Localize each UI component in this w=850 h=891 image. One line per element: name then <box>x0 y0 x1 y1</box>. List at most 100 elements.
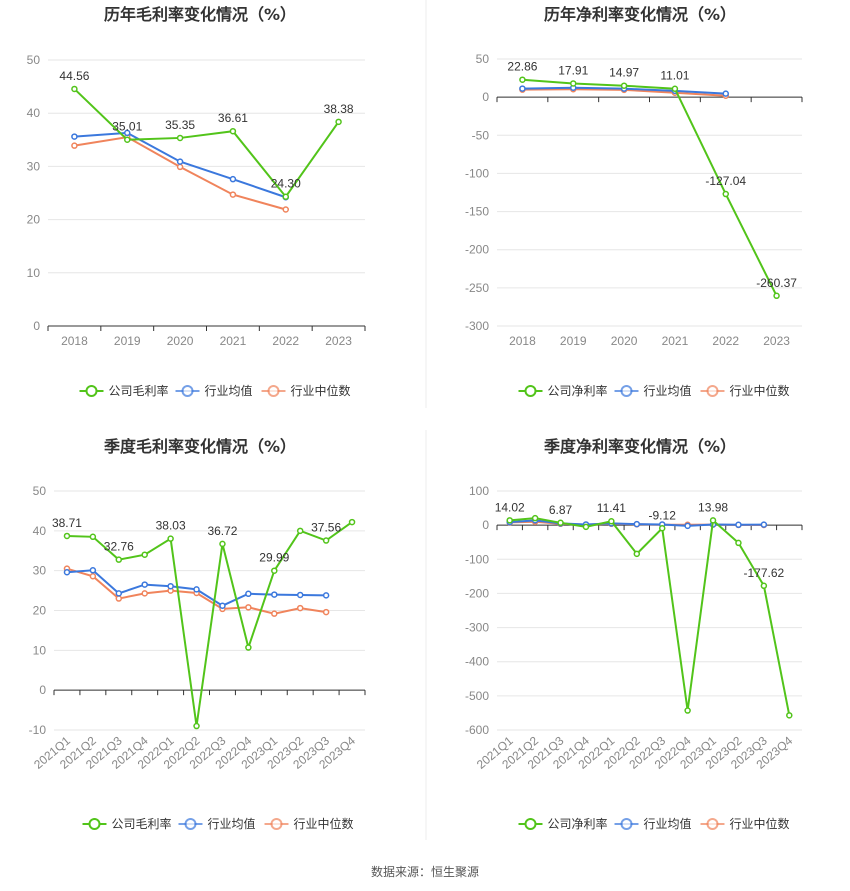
x-tick-label: 2021 <box>662 334 689 348</box>
legend-item-industry_median[interactable]: 行业中位数 <box>700 816 790 831</box>
chart-title: 历年毛利率变化情况（%） <box>104 5 296 24</box>
data-point-industry_avg <box>296 591 304 599</box>
chart-annual-net: 历年净利率变化情况（%） -300 -250 -200 -150 -100 -50 0 50 20… <box>465 5 803 398</box>
chart-title: 历年净利率变化情况（%） <box>544 5 736 24</box>
data-label: 32.76 <box>104 540 134 554</box>
y-tick-label: 40 <box>33 524 47 538</box>
data-point-company <box>193 722 200 730</box>
data-point-company <box>335 118 342 126</box>
data-point-company <box>773 292 780 300</box>
legend-marker <box>524 385 537 397</box>
legend-item-industry_avg[interactable]: 行业均值 <box>614 383 692 398</box>
data-label: 14.97 <box>609 66 639 80</box>
legend-item-industry_median[interactable]: 行业中位数 <box>700 383 790 398</box>
legend-item-industry_median[interactable]: 行业中位数 <box>261 383 351 398</box>
y-tick-label: 0 <box>33 319 40 333</box>
legend-marker <box>706 385 719 397</box>
y-tick-label: -200 <box>465 586 489 600</box>
data-label: -177.62 <box>744 566 785 580</box>
data-point-company <box>760 582 768 590</box>
data-label: 17.91 <box>558 63 588 77</box>
legend-item-company[interactable]: 公司净利率 <box>518 383 608 398</box>
x-tick-label: 2018 <box>61 334 88 348</box>
x-tick-label: 2023 <box>763 334 790 348</box>
legend-label: 公司净利率 <box>548 816 608 831</box>
data-point-company <box>557 519 564 527</box>
data-point-industry_median <box>282 206 289 213</box>
data-point-company <box>671 85 679 92</box>
legend-item-industry_avg[interactable]: 行业均值 <box>178 816 256 831</box>
data-point-company <box>245 644 252 651</box>
x-tick-label: 2020 <box>611 334 638 348</box>
legend-marker <box>181 385 194 397</box>
data-point-company <box>322 537 330 544</box>
data-point-company <box>229 127 237 135</box>
y-tick-label: -300 <box>465 319 489 333</box>
y-tick-label: -50 <box>472 128 490 142</box>
data-point-industry_avg <box>176 158 184 165</box>
y-tick-label: 20 <box>27 213 41 227</box>
data-point-company <box>271 567 278 574</box>
y-tick-label: -100 <box>465 166 489 180</box>
y-tick-label: -100 <box>465 552 489 566</box>
y-tick-label: -250 <box>465 281 489 295</box>
data-point-industry_median <box>296 604 304 612</box>
data-label: -127.04 <box>705 174 746 188</box>
legend-item-company[interactable]: 公司毛利率 <box>82 816 172 831</box>
data-label: 13.98 <box>698 500 728 514</box>
data-point-industry_avg <box>760 521 768 528</box>
y-tick-label: 0 <box>39 683 46 697</box>
data-point-industry_median <box>89 572 97 580</box>
legend-marker <box>270 818 283 830</box>
data-point-industry_avg <box>193 586 200 593</box>
legend-item-industry_avg[interactable]: 行业均值 <box>175 383 253 398</box>
y-tick-label: -300 <box>465 621 489 635</box>
data-label: -260.37 <box>756 276 797 290</box>
chart-quarterly-net: 季度净利率变化情况（%） -600 -500 -400 -300 -200 -100 0 100… <box>465 437 803 831</box>
data-point-company <box>348 518 356 526</box>
data-point-industry_median <box>229 191 237 198</box>
data-point-company <box>735 539 742 547</box>
data-point-industry_median <box>271 610 278 617</box>
legend-marker <box>524 818 537 830</box>
legend-item-industry_median[interactable]: 行业中位数 <box>264 816 354 831</box>
data-point-industry_avg <box>167 582 174 590</box>
data-point-company <box>89 533 97 541</box>
chart-title: 季度净利率变化情况（%） <box>543 437 736 456</box>
data-point-industry_median <box>245 604 252 611</box>
data-point-company <box>658 525 666 532</box>
data-point-industry_avg <box>124 129 131 137</box>
legend-item-industry_avg[interactable]: 行业均值 <box>614 816 692 831</box>
legend-item-company[interactable]: 公司毛利率 <box>79 383 169 398</box>
legend-item-company[interactable]: 公司净利率 <box>518 816 608 831</box>
y-tick-label: -10 <box>29 723 47 737</box>
data-label: 14.02 <box>495 500 525 514</box>
data-point-industry_avg <box>219 602 226 609</box>
data-point-company <box>282 193 289 200</box>
data-point-company <box>219 540 226 548</box>
x-tick-label: 2020 <box>167 334 194 348</box>
series-line-company <box>522 78 778 297</box>
y-tick-label: 20 <box>33 604 47 618</box>
data-point-company <box>71 85 78 93</box>
legend-marker <box>706 818 719 830</box>
legend-marker <box>88 818 101 830</box>
data-label: 11.41 <box>597 501 626 515</box>
y-tick-label: 100 <box>469 484 489 498</box>
data-point-industry_avg <box>115 590 123 597</box>
data-point-industry_avg <box>684 522 691 530</box>
data-label: 29.99 <box>259 551 289 565</box>
legend-marker <box>620 385 633 397</box>
data-point-company <box>63 532 71 540</box>
data-point-industry_avg <box>89 567 97 574</box>
data-label: 22.86 <box>507 60 537 74</box>
y-tick-label: 30 <box>27 159 41 173</box>
data-point-company <box>531 514 539 522</box>
y-tick-label: -400 <box>465 655 489 669</box>
legend-label: 公司毛利率 <box>112 816 172 831</box>
series-line-company <box>66 521 353 727</box>
data-point-industry_avg <box>245 590 252 598</box>
legend-marker <box>620 818 633 830</box>
data-point-company <box>519 76 526 83</box>
